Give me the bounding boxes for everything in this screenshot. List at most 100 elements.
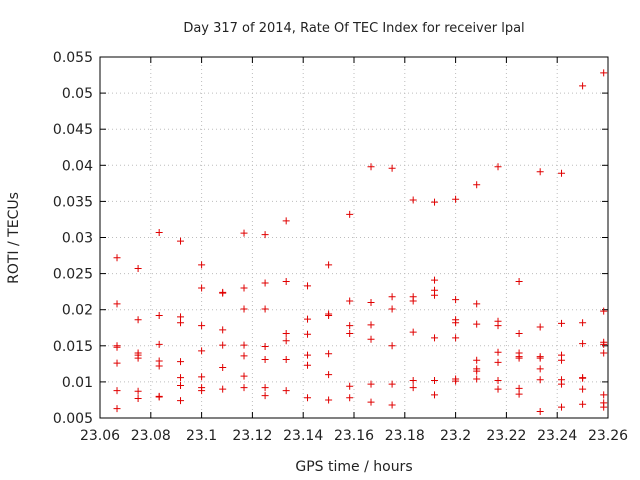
data-point-marker bbox=[113, 405, 121, 413]
x-axis-label: GPS time / hours bbox=[295, 459, 412, 475]
data-point-marker bbox=[177, 237, 185, 245]
data-point-marker bbox=[600, 69, 608, 77]
data-point-marker bbox=[177, 397, 185, 405]
data-point-marker bbox=[431, 391, 439, 399]
data-point-marker bbox=[409, 196, 417, 204]
data-point-marker bbox=[177, 319, 185, 327]
data-point-marker bbox=[198, 284, 206, 292]
data-point-marker bbox=[261, 392, 269, 400]
data-point-marker bbox=[494, 376, 502, 384]
data-point-marker bbox=[113, 343, 121, 351]
axis-ticks: 0.005 0.01 0.015 0.02 0.025 0.03 0.035 0.04 0.04… bbox=[53, 50, 628, 444]
data-point-marker bbox=[240, 372, 248, 380]
data-point-marker bbox=[177, 358, 185, 366]
data-point-marker bbox=[282, 217, 290, 225]
x-tick-label: 23.24 bbox=[537, 428, 577, 444]
data-point-marker bbox=[600, 391, 608, 399]
data-point-marker bbox=[409, 376, 417, 384]
data-point-marker bbox=[261, 356, 269, 364]
data-point-marker bbox=[558, 380, 566, 388]
data-point-marker bbox=[367, 380, 375, 388]
data-point-marker bbox=[155, 393, 163, 401]
data-point-marker bbox=[388, 342, 396, 350]
y-tick-label: 0.03 bbox=[62, 231, 93, 247]
y-tick-label: 0.005 bbox=[53, 411, 93, 427]
data-point-marker bbox=[473, 367, 481, 375]
y-tick-label: 0.025 bbox=[53, 267, 93, 283]
data-point-marker bbox=[177, 374, 185, 382]
data-point-marker bbox=[240, 352, 248, 360]
data-point-marker bbox=[388, 293, 396, 301]
data-point-marker bbox=[388, 164, 396, 172]
data-point-marker bbox=[325, 261, 333, 269]
y-tick-label: 0.01 bbox=[62, 375, 93, 391]
data-point-marker bbox=[515, 330, 523, 338]
data-point-marker bbox=[388, 380, 396, 388]
data-point-marker bbox=[134, 395, 142, 403]
data-point-marker bbox=[536, 354, 544, 362]
y-tick-label: 0.015 bbox=[53, 339, 93, 355]
data-point-marker bbox=[282, 278, 290, 286]
data-point-marker bbox=[536, 365, 544, 373]
data-point-marker bbox=[134, 265, 142, 273]
data-point-marker bbox=[219, 326, 227, 334]
y-tick-label: 0.04 bbox=[62, 158, 93, 174]
data-point-marker bbox=[240, 284, 248, 292]
data-point-marker bbox=[155, 228, 163, 236]
y-tick-label: 0.02 bbox=[62, 303, 93, 319]
data-point-marker bbox=[367, 163, 375, 171]
data-point-marker bbox=[494, 163, 502, 171]
data-point-marker bbox=[198, 261, 206, 269]
data-point-marker bbox=[346, 330, 354, 338]
data-point-marker bbox=[600, 403, 608, 411]
chart-title: Day 317 of 2014, Rate Of TEC Index for r… bbox=[183, 21, 524, 36]
x-tick-label: 23.16 bbox=[334, 428, 374, 444]
data-point-marker bbox=[346, 382, 354, 390]
data-point-marker bbox=[113, 300, 121, 308]
x-tick-label: 23.06 bbox=[80, 428, 120, 444]
data-point-marker bbox=[346, 210, 354, 218]
data-point-marker bbox=[261, 343, 269, 351]
data-point-marker bbox=[113, 254, 121, 262]
data-point-marker bbox=[134, 316, 142, 324]
data-point-marker bbox=[536, 323, 544, 331]
data-point-marker bbox=[240, 305, 248, 313]
data-points bbox=[113, 69, 608, 416]
x-tick-label: 23.14 bbox=[283, 428, 323, 444]
data-point-marker bbox=[452, 195, 460, 203]
data-point-marker bbox=[346, 394, 354, 402]
data-point-marker bbox=[198, 387, 206, 395]
data-point-marker bbox=[155, 362, 163, 370]
data-point-marker bbox=[536, 168, 544, 176]
data-point-marker bbox=[452, 319, 460, 327]
data-point-marker bbox=[367, 398, 375, 406]
data-point-marker bbox=[579, 400, 587, 408]
x-tick-label: 23.12 bbox=[232, 428, 272, 444]
data-point-marker bbox=[388, 401, 396, 409]
data-point-marker bbox=[219, 341, 227, 349]
data-point-marker bbox=[558, 169, 566, 177]
data-point-marker bbox=[261, 231, 269, 239]
data-point-marker bbox=[536, 376, 544, 384]
data-point-marker bbox=[325, 311, 333, 319]
data-point-marker bbox=[325, 350, 333, 358]
data-point-marker bbox=[452, 296, 460, 304]
data-point-marker bbox=[473, 375, 481, 383]
data-point-marker bbox=[367, 298, 375, 306]
data-point-marker bbox=[367, 335, 375, 343]
data-point-marker bbox=[515, 354, 523, 362]
data-point-marker bbox=[198, 347, 206, 355]
data-point-marker bbox=[536, 408, 544, 416]
data-point-marker bbox=[409, 297, 417, 305]
data-point-marker bbox=[304, 351, 312, 359]
data-point-marker bbox=[240, 384, 248, 392]
data-point-marker bbox=[515, 278, 523, 286]
data-point-marker bbox=[346, 322, 354, 330]
x-tick-label: 23.22 bbox=[486, 428, 526, 444]
data-point-marker bbox=[261, 305, 269, 313]
data-point-marker bbox=[261, 384, 269, 392]
data-point-marker bbox=[409, 328, 417, 336]
data-point-marker bbox=[558, 403, 566, 411]
y-tick-label: 0.045 bbox=[53, 122, 93, 138]
